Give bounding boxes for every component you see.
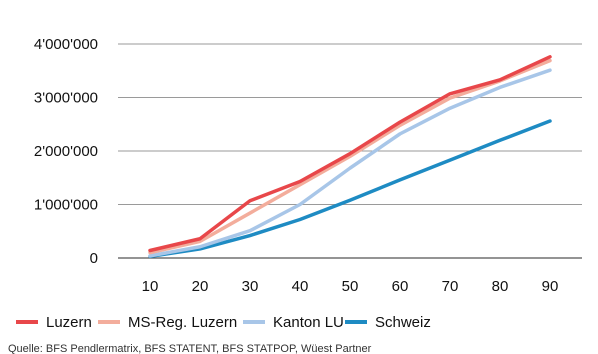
gridlines — [118, 43, 582, 259]
y-tick-label: 2'000'000 — [34, 143, 98, 160]
x-tick-label: 50 — [342, 278, 359, 295]
x-tick-label: 70 — [442, 278, 459, 295]
series-line-luzern — [148, 55, 552, 253]
y-tick-label: 3'000'000 — [34, 90, 98, 107]
legend-label: Luzern — [46, 314, 92, 331]
series-line-schweiz — [148, 119, 552, 259]
legend-label: Kanton LU — [273, 314, 344, 331]
y-tick-label: 4'000'000 — [34, 36, 98, 53]
series-lines — [148, 55, 552, 259]
legend: Luzern MS-Reg. Luzern Kanton LU Schweiz — [16, 314, 431, 331]
x-tick-label: 30 — [242, 278, 259, 295]
series-line-kanton-lu — [148, 68, 552, 258]
x-tick-label: 20 — [192, 278, 209, 295]
source-note: Quelle: BFS Pendlermatrix, BFS STATENT, … — [8, 343, 372, 354]
x-tick-label: 60 — [392, 278, 409, 295]
x-tick-label: 10 — [142, 278, 159, 295]
series-line-ms-reg-luzern — [148, 58, 552, 255]
x-tick-label: 40 — [292, 278, 309, 295]
x-tick-label: 90 — [542, 278, 559, 295]
x-axis-ticks: 10 20 30 40 50 60 70 80 90 — [142, 278, 559, 295]
y-axis-ticks: 0 1'000'000 2'000'000 3'000'000 4'000'000 — [34, 36, 98, 267]
legend-label: Schweiz — [375, 314, 431, 331]
legend-label: MS-Reg. Luzern — [128, 314, 237, 331]
y-tick-label: 0 — [90, 250, 98, 267]
y-tick-label: 1'000'000 — [34, 197, 98, 214]
x-tick-label: 80 — [492, 278, 509, 295]
